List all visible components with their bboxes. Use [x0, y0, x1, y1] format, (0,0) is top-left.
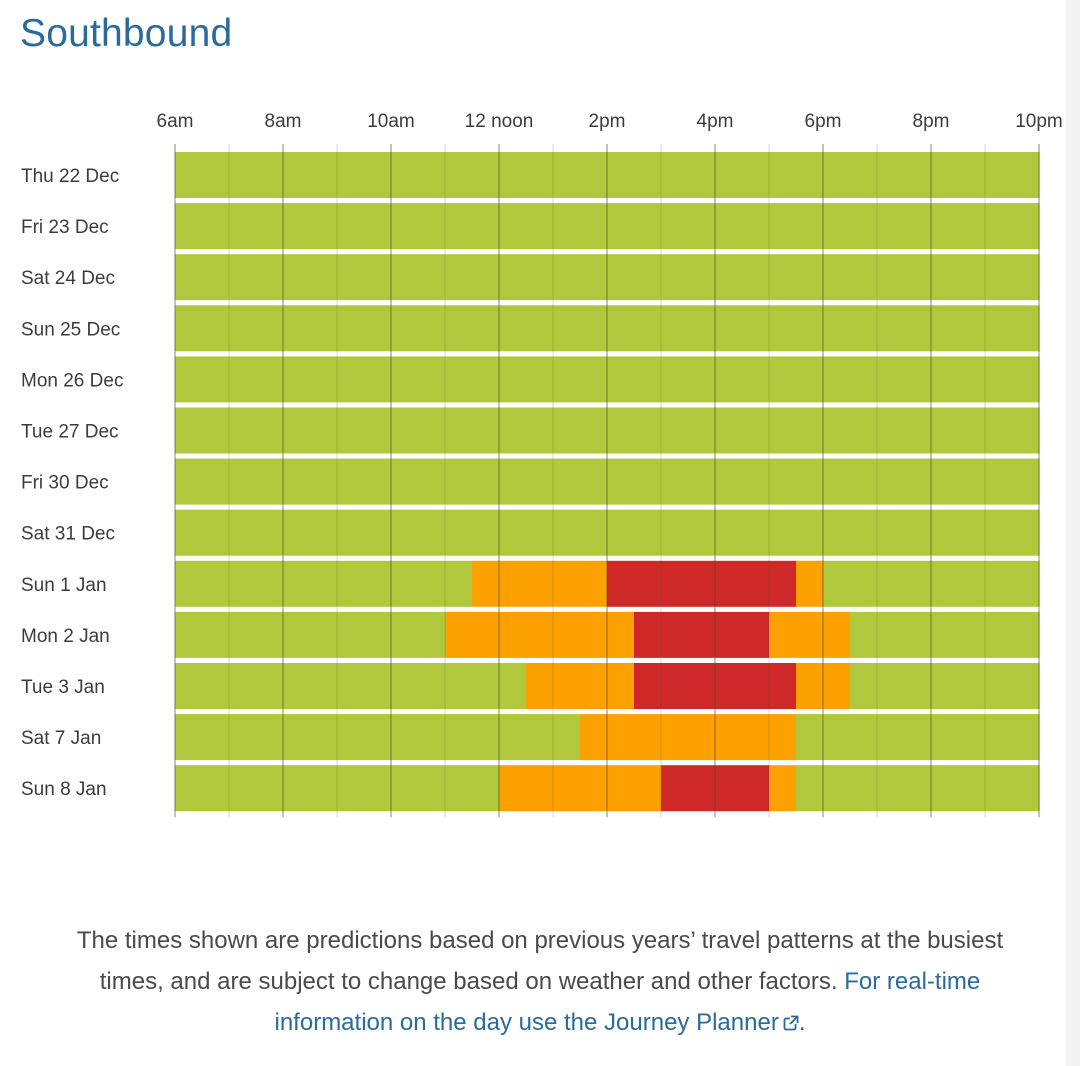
journey-planner-link[interactable]: For real-time information on the day use… [275, 968, 981, 1036]
x-tick-label: 6pm [805, 111, 842, 132]
segment-quiet [850, 611, 1040, 658]
segment-busy [526, 663, 635, 709]
segment-quiet [175, 765, 500, 812]
row-label: Fri 23 Dec [21, 217, 109, 238]
segment-quiet [175, 611, 446, 658]
segment-quiet [175, 560, 473, 607]
segment-quiet [796, 714, 1040, 761]
x-tick-label: 10am [367, 111, 415, 132]
row-label: Sat 31 Dec [21, 524, 115, 545]
row-label: Sun 25 Dec [21, 319, 120, 340]
row-label: Fri 30 Dec [21, 473, 109, 494]
x-tick-label: 10pm [1015, 111, 1063, 132]
page-edge-shade [1066, 0, 1080, 1066]
segment-quiet [175, 714, 581, 761]
footnote-text: The times shown are predictions based on… [76, 927, 1004, 995]
x-tick-label: 8pm [913, 111, 950, 132]
segment-busy [769, 611, 851, 658]
row-label: Tue 3 Jan [21, 677, 105, 698]
segment-very-busy [634, 611, 770, 658]
x-tick-label: 2pm [589, 111, 626, 132]
chart-title: Southbound [20, 12, 233, 55]
external-link-icon [783, 1015, 799, 1031]
x-tick-label: 6am [157, 111, 194, 132]
footnote-end: . [798, 1009, 806, 1036]
row-label: Mon 2 Jan [21, 626, 110, 647]
row-label: Sun 1 Jan [21, 575, 107, 596]
journey-planner-link-label: For real-time information on the day use… [274, 968, 981, 1036]
row-label: Sat 24 Dec [21, 268, 115, 289]
segment-very-busy [607, 560, 797, 607]
row-label: Tue 27 Dec [21, 422, 119, 443]
row-label: Sat 7 Jan [21, 728, 101, 749]
x-tick-label: 8am [265, 111, 302, 132]
row-label: Mon 26 Dec [21, 370, 123, 391]
segment-busy [769, 765, 797, 812]
segment-busy [796, 560, 824, 607]
congestion-chart: Thu 22 Dec Fri 23 Dec Sat 24 Dec Sun 25 Dec… [21, 111, 1063, 818]
row-label: Sun 8 Jan [21, 779, 107, 800]
x-tick-label: 12 noon [465, 111, 534, 132]
segment-quiet [175, 663, 527, 709]
x-tick-label: 4pm [697, 111, 734, 132]
segment-busy [472, 560, 608, 607]
segment-busy [499, 765, 662, 812]
row-label: Thu 22 Dec [21, 166, 119, 187]
footnote: The times shown are predictions based on… [70, 920, 1010, 1043]
segment-quiet [850, 663, 1040, 709]
segment-quiet [796, 765, 1040, 812]
segment-busy [580, 714, 797, 761]
segment-busy [445, 611, 635, 658]
